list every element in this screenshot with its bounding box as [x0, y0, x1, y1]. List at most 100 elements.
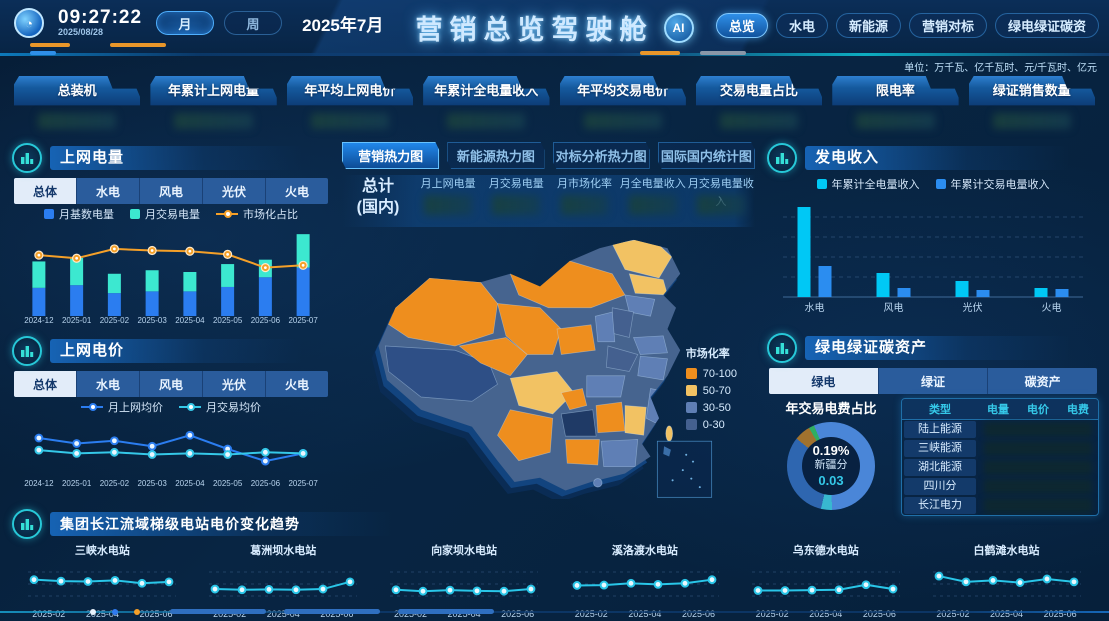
kpi-label: 总装机: [14, 76, 141, 106]
map-legend-label: 0-30: [702, 418, 725, 431]
heatmap-tab-4[interactable]: 国际国内统计图: [657, 142, 755, 169]
tab-绿电[interactable]: 绿电: [769, 368, 879, 394]
x-tick-label: 2025-02: [32, 609, 66, 619]
heatmap-tab-2[interactable]: 新能源热力图: [447, 142, 545, 169]
scrollbar-segment[interactable]: [398, 609, 494, 614]
station-x-axis: 2025-02 2025-04 2025-06: [916, 609, 1097, 619]
legend-label: 市场化占比: [243, 209, 298, 221]
map-legend-label: 70-100: [702, 367, 737, 380]
x-tick-label: 2025-04: [175, 479, 205, 488]
x-tick-label: 2025-06: [250, 316, 281, 325]
kpi-card-8[interactable]: 绿证销售数量: [968, 76, 1095, 129]
tab-风电[interactable]: 风电: [140, 371, 203, 397]
panel-revenue: 发电收入 年累计全电量收入 年累计交易电量收入 水电 风电 光伏 火电: [767, 142, 1099, 324]
scrollbar-segment[interactable]: [170, 609, 266, 614]
table-row-2[interactable]: 三峡能源: [902, 439, 1098, 458]
station-x-axis: 2025-02 2025-04 2025-06: [735, 609, 916, 619]
panel-title-grid-price: 上网电价: [50, 339, 330, 363]
bottom-carousel-strip: [0, 607, 1109, 617]
kpi-card-6[interactable]: 交易电量占比: [695, 76, 823, 129]
x-tick-label: 2025-04: [266, 609, 300, 619]
panel-chart-icon: [767, 143, 797, 173]
map-inset-south-sea: [656, 440, 713, 498]
legend-item: 月上网均价: [81, 399, 163, 415]
china-map[interactable]: [342, 227, 755, 499]
decor-dash: [640, 51, 680, 55]
tab-绿证[interactable]: 绿证: [879, 368, 989, 394]
heatmap-tab-1[interactable]: 营销热力图: [342, 142, 440, 169]
kpi-card-4[interactable]: 年累计全电量收入: [423, 76, 550, 129]
map-legend: 市场化率 70-100 50-70 30-50 0-30: [685, 345, 737, 433]
tab-光伏[interactable]: 光伏: [203, 178, 266, 204]
tab-水电[interactable]: 水电: [77, 178, 140, 204]
tab-水电[interactable]: 水电: [77, 371, 140, 397]
table-row-label: 长江电力: [904, 497, 976, 514]
legend-dotline-marker: [81, 403, 103, 411]
period-button-周[interactable]: 周: [224, 11, 283, 35]
panel-chart-icon: [12, 143, 42, 173]
kpi-card-7[interactable]: 限电率: [832, 76, 959, 129]
carousel-dot-2[interactable]: [112, 609, 118, 615]
kpi-card-1[interactable]: 总装机: [14, 76, 141, 129]
tab-总体[interactable]: 总体: [14, 371, 77, 397]
station-line-chart: [209, 571, 358, 597]
header-date: 2025/08/28: [58, 27, 104, 38]
kpi-label: 绿证销售数量: [968, 76, 1095, 106]
x-tick-label: 2025-04: [628, 609, 662, 619]
station-name: 葛洲坝水电站: [250, 545, 317, 557]
svg-text:火电: 火电: [1042, 301, 1062, 314]
table-row-blurred-values: [984, 422, 1092, 437]
carousel-dot-1[interactable]: [90, 609, 96, 615]
kpi-label: 年累计全电量收入: [423, 76, 550, 106]
legend-item: 年累计交易电量收入: [935, 176, 1050, 192]
tab-总体[interactable]: 总体: [14, 178, 77, 204]
donut-value: 0.03: [818, 472, 844, 488]
nav-item-2[interactable]: 水电: [775, 13, 828, 38]
station-chart-6: 白鹤滩水电站 2025-02 2025-04 2025-06: [916, 542, 1097, 619]
metric-blurred-value: [560, 195, 609, 215]
legend-item: 年累计全电量收入: [816, 176, 920, 192]
carousel-dot-3[interactable]: [134, 609, 140, 615]
ai-assistant-button[interactable]: AI: [663, 12, 694, 43]
x-tick-label: 2025-01: [61, 479, 92, 488]
period-button-月[interactable]: 月: [156, 11, 215, 35]
kpi-card-2[interactable]: 年累计上网电量: [150, 76, 277, 129]
nav-item-3[interactable]: 新能源: [835, 13, 901, 38]
green-donut-chart: 0.19% 新疆分 0.03: [787, 422, 875, 510]
header-bar: ◔ 09:27:22 2025/08/28 月周 2025年7月 营销总览驾驶舱…: [0, 0, 1109, 56]
decor-dash: [30, 43, 70, 47]
table-header-电量: 电量: [987, 404, 1009, 416]
grid-price-chart: [34, 430, 308, 466]
table-row-5[interactable]: 长江电力: [902, 496, 1098, 515]
nav-item-1[interactable]: 总览: [715, 13, 768, 38]
kpi-blurred-value: [310, 113, 390, 129]
tab-碳资产[interactable]: 碳资产: [1024, 374, 1061, 389]
x-tick-label: 2025-05: [212, 479, 243, 488]
map-legend-item: 0-30: [685, 416, 737, 433]
metric-2: 月交易电量: [482, 175, 550, 215]
x-tick-label: 2025-06: [1043, 609, 1077, 619]
table-row-4[interactable]: 四川分: [902, 477, 1098, 496]
x-tick-label: 2025-04: [447, 609, 481, 619]
nav-item-4[interactable]: 营销对标: [908, 13, 987, 38]
tab-风电[interactable]: 风电: [140, 178, 203, 204]
nav-item-5[interactable]: 绿电绿证碳资: [994, 13, 1099, 38]
legend-label: 月上网均价: [108, 402, 163, 414]
kpi-card-3[interactable]: 年平均上网电价: [286, 76, 414, 129]
map-legend-square: [685, 419, 697, 430]
heatmap-tab-3[interactable]: 对标分析热力图: [552, 142, 650, 169]
panel-chart-icon: [12, 336, 42, 366]
tab-火电[interactable]: 火电: [284, 377, 309, 392]
legend-label: 月基数电量: [59, 209, 114, 221]
panel-green-assets: 绿电绿证碳资产 绿电 绿证 碳资产 年交易电费占比 0.19% 新疆分 0.03: [767, 332, 1099, 516]
table-row-3[interactable]: 湖北能源: [902, 458, 1098, 477]
legend-item: 月交易电量: [130, 206, 200, 222]
x-tick-label: 2025-06: [250, 479, 281, 488]
table-row-1[interactable]: 陆上能源: [902, 420, 1098, 439]
legend-dotline-marker: [179, 403, 201, 411]
scrollbar-segment[interactable]: [284, 609, 380, 614]
kpi-card-5[interactable]: 年平均交易电价: [559, 76, 686, 129]
tab-火电[interactable]: 火电: [284, 184, 309, 199]
tab-光伏[interactable]: 光伏: [203, 371, 266, 397]
metric-4: 月全电量收入: [619, 175, 687, 215]
